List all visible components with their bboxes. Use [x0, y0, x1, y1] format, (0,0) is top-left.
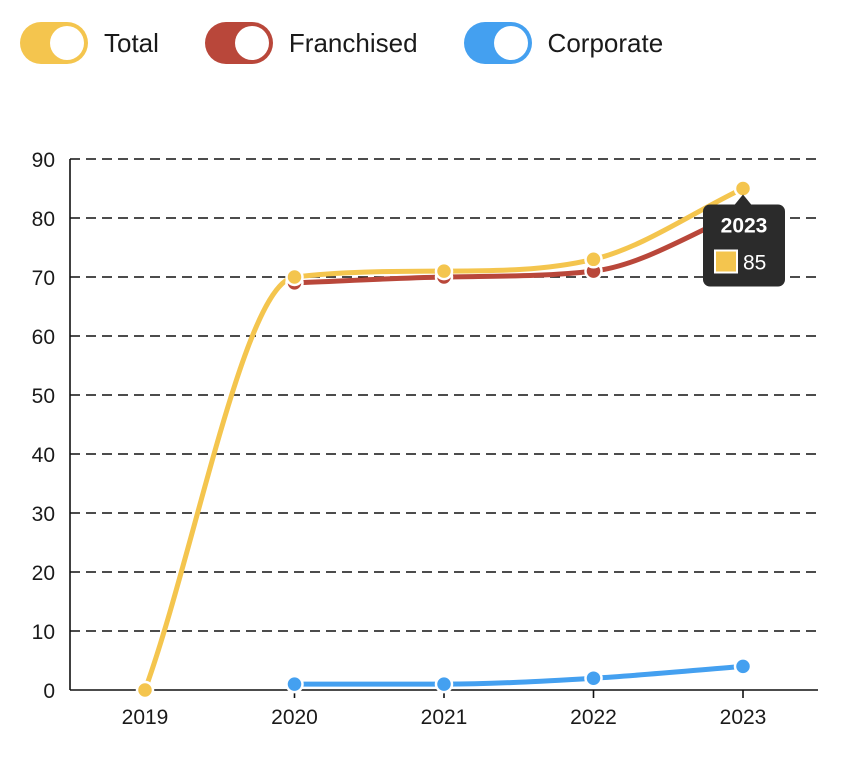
x-tick-label: 2021 [421, 706, 468, 729]
legend-label: Franchised [288, 27, 418, 58]
tooltip-swatch [714, 249, 738, 274]
series-line-franchised [292, 209, 746, 286]
data-point-corporate [733, 657, 753, 676]
data-point-total [584, 250, 603, 269]
data-point-total [285, 267, 304, 287]
y-tick-label: 0 [43, 680, 55, 703]
legend-item-franchised[interactable]: Franchised [204, 22, 418, 64]
data-point-total [733, 179, 753, 198]
legend-item-total[interactable]: Total [20, 22, 159, 64]
legend-item-corporate[interactable]: Corporate [463, 22, 664, 64]
y-tick-label: 50 [32, 385, 55, 408]
legend-label: Total [104, 27, 159, 58]
y-tick-label: 40 [32, 444, 55, 467]
legend-label: Corporate [547, 27, 664, 58]
legend-toggle[interactable] [204, 22, 273, 64]
data-point-corporate [584, 668, 603, 688]
x-tick-label: 2022 [570, 706, 617, 729]
tooltip-title: 2023 [721, 215, 768, 238]
data-point-total [434, 261, 454, 281]
toggle-knob [234, 26, 269, 60]
y-tick-label: 90 [32, 149, 55, 172]
data-point-corporate [434, 674, 454, 694]
legend: Total Franchised Corporate [20, 20, 709, 66]
axes: 0 10 20 30 40 50 60 70 80 90 2019 2020 2021 2022 2023 [32, 149, 818, 729]
legend-toggle[interactable] [20, 22, 88, 64]
toggle-knob [493, 26, 528, 60]
data-point-corporate [285, 674, 304, 694]
x-tick-label: 2020 [271, 706, 318, 729]
x-tick-label: 2019 [122, 706, 169, 729]
y-tick-label: 10 [32, 621, 55, 644]
toggle-knob [50, 26, 84, 60]
y-tick-label: 30 [32, 503, 55, 526]
series-lines [142, 186, 746, 693]
tooltip-arrow [734, 194, 752, 206]
data-points [135, 179, 753, 700]
y-tick-label: 80 [32, 208, 55, 231]
data-point-total [135, 680, 155, 700]
x-tick-label: 2023 [720, 706, 767, 729]
tooltip-value: 85 [743, 252, 766, 275]
y-tick-label: 20 [32, 562, 55, 585]
legend-toggle[interactable] [463, 22, 532, 64]
series-line-total [142, 186, 746, 693]
y-tick-label: 60 [32, 326, 55, 349]
tooltip: 2023 85 [703, 194, 785, 287]
y-tick-label: 70 [32, 267, 55, 290]
series-line-corporate [292, 663, 746, 687]
